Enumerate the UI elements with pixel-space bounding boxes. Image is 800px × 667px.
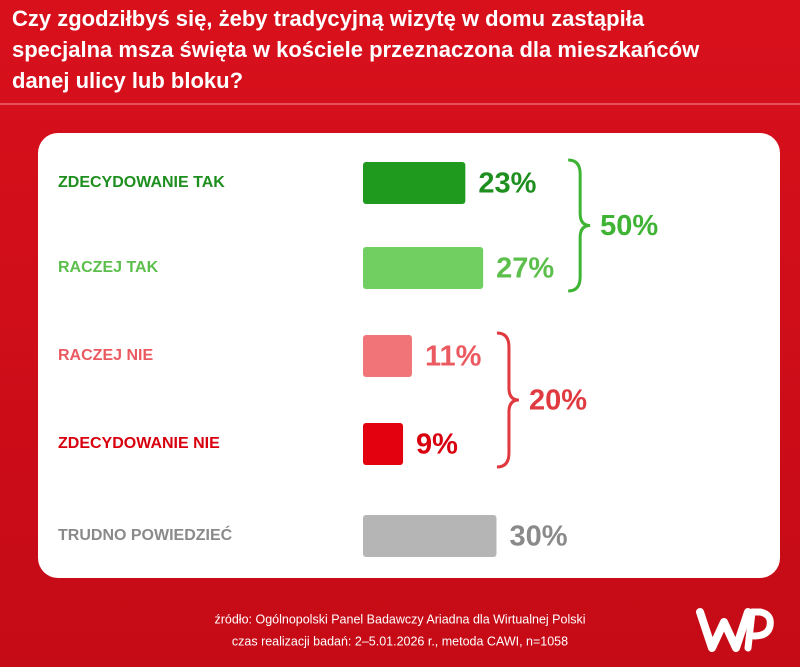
category-label: TRUDNO POWIEDZIEĆ bbox=[58, 525, 233, 544]
source-note: czas realizacji badań: 2–5.01.2026 r., m… bbox=[232, 634, 568, 648]
category-label: RACZEJ TAK bbox=[58, 259, 159, 276]
category-label: ZDECYDOWANIE TAK bbox=[58, 174, 225, 191]
bar bbox=[363, 515, 497, 557]
chart-title: Czy zgodziłbyś się, żeby tradycyjną wizy… bbox=[12, 6, 645, 31]
bar bbox=[363, 335, 412, 377]
bar bbox=[363, 423, 404, 465]
group-total: 20% bbox=[529, 385, 587, 417]
group-brace bbox=[496, 331, 520, 469]
value-label: 9% bbox=[416, 429, 458, 461]
bar bbox=[363, 247, 484, 289]
category-label: ZDECYDOWANIE NIE bbox=[58, 435, 220, 452]
group-total: 50% bbox=[600, 210, 658, 242]
source-note: źródło: Ogólnopolski Panel Badawczy Aria… bbox=[214, 612, 585, 626]
chart-title: danej ulicy lub bloku? bbox=[12, 68, 243, 93]
bar bbox=[363, 162, 466, 204]
category-label: RACZEJ NIE bbox=[58, 347, 153, 364]
value-label: 11% bbox=[425, 341, 482, 373]
chart-title: specjalna msza święta w kościele przezna… bbox=[12, 37, 700, 62]
value-label: 27% bbox=[496, 253, 554, 285]
value-label: 23% bbox=[478, 168, 536, 200]
value-label: 30% bbox=[510, 521, 568, 553]
group-brace bbox=[568, 158, 591, 293]
logo bbox=[696, 608, 774, 652]
